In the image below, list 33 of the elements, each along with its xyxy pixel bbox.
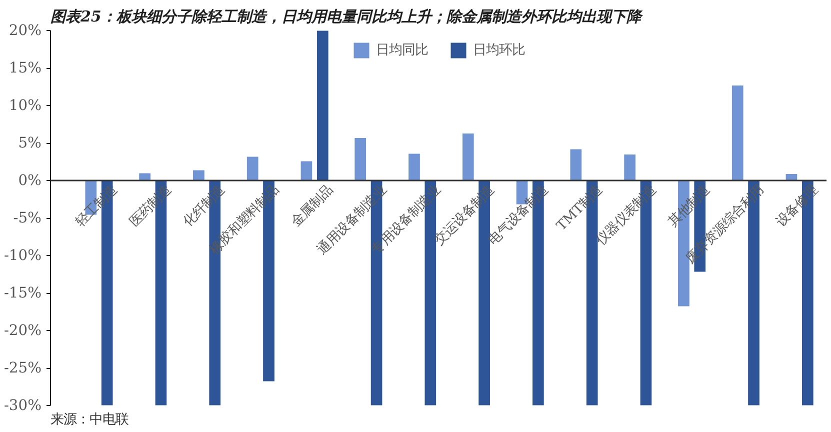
chart-title: 图表25：板块细分子除轻工制造，日均用电量同比均上升；除金属制造外环比均出现下降 <box>50 8 644 26</box>
bar <box>462 133 474 181</box>
bar <box>300 160 313 181</box>
legend-label: 日均同比 <box>376 42 428 59</box>
y-tick-label: 10% <box>8 97 42 114</box>
bar <box>138 172 151 181</box>
bar <box>731 85 744 181</box>
bar <box>192 170 205 181</box>
y-tick-label: 20% <box>8 22 42 39</box>
x-tick-label: 医药制造 <box>126 182 174 230</box>
y-tick-label: -25% <box>4 360 42 376</box>
source-note: 来源：中电联 <box>50 412 128 428</box>
bar <box>785 174 798 181</box>
y-tick-label: -5% <box>13 210 42 226</box>
y-tick-label: -15% <box>4 284 42 302</box>
bar <box>354 138 367 181</box>
bar <box>624 154 636 181</box>
x-tick-label: 其他制造 <box>666 182 714 230</box>
y-tick-label: -30% <box>4 397 42 414</box>
y-tick-label: 0% <box>18 172 42 189</box>
x-tick-label: 化纤制造 <box>180 182 228 230</box>
x-tick-label: 金属制品 <box>288 182 336 230</box>
y-tick-label: -20% <box>4 322 42 339</box>
legend-label: 日均环比 <box>473 42 525 59</box>
y-tick-label: 15% <box>8 60 42 76</box>
bar <box>316 30 329 181</box>
bar <box>570 148 582 181</box>
y-tick-label: 5% <box>18 134 42 152</box>
x-tick-label: 设备修理 <box>774 182 822 230</box>
y-tick-label: -10% <box>4 247 42 264</box>
x-tick-label: 轻工制造 <box>73 182 120 230</box>
bar <box>246 156 259 181</box>
bar <box>408 153 420 181</box>
